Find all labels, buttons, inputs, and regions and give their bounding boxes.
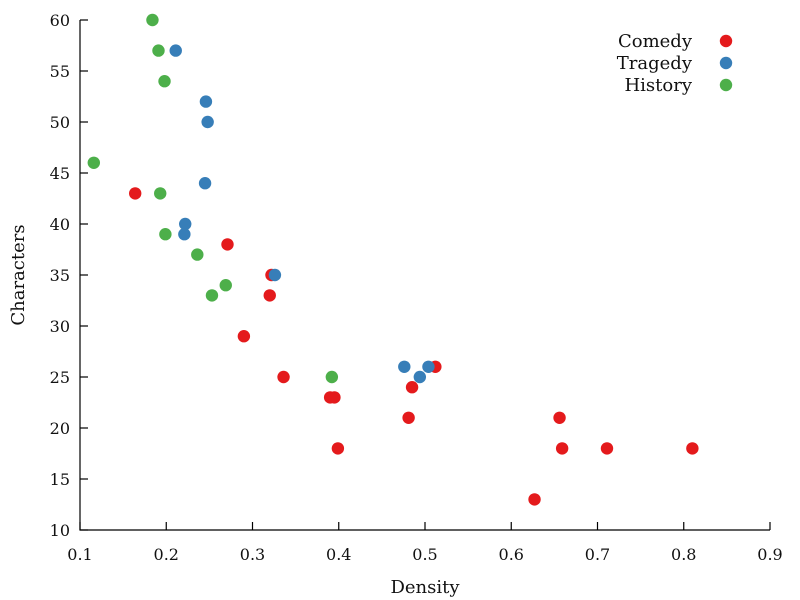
comedy-point [263, 289, 276, 302]
history-point [146, 13, 159, 27]
comedy-point [331, 442, 345, 455]
comedy-point [555, 442, 569, 455]
comedy-point [600, 442, 614, 455]
tragedy-point [268, 268, 282, 282]
comedy-point [686, 442, 699, 455]
x-tick-label: 0.9 [757, 545, 782, 564]
tragedy-point [201, 115, 214, 129]
y-tick-label: 40 [50, 215, 70, 234]
x-tick-label: 0.6 [499, 545, 524, 564]
x-tick-label: 0.3 [240, 545, 265, 564]
comedy-point [277, 370, 290, 384]
axes [79, 20, 770, 531]
history-point [159, 228, 172, 241]
y-tick-label: 20 [50, 419, 70, 438]
y-tick-label: 10 [50, 521, 70, 540]
y-tick-label: 60 [50, 11, 70, 30]
comedy-point [237, 330, 251, 343]
history-point [158, 75, 171, 88]
comedy-point [221, 238, 234, 251]
tragedy-point [199, 95, 213, 108]
legend-label-tragedy: Tragedy [617, 53, 693, 74]
comedy-point [328, 391, 341, 404]
tragedy-point [169, 44, 182, 57]
tragedy-point [422, 360, 435, 373]
comedy-point [405, 381, 419, 394]
tragedy-point [179, 217, 192, 231]
x-ticks: 0.1 0.2 0.3 0.4 0.5 0.6 0.7 0.8 0.9 [67, 522, 783, 564]
y-tick-label: 35 [50, 266, 70, 285]
history-point [87, 156, 101, 169]
history-point [154, 187, 167, 200]
y-tick-label: 45 [50, 164, 70, 183]
tragedy-point [413, 370, 427, 384]
legend-label-comedy: Comedy [618, 31, 693, 52]
legend-marker-tragedy [719, 56, 733, 70]
legend-label-history: History [624, 75, 692, 96]
x-tick-label: 0.5 [412, 545, 437, 564]
comedy-point [402, 411, 415, 424]
x-tick-label: 0.8 [671, 545, 696, 564]
y-tick-label: 15 [50, 470, 70, 489]
x-tick-label: 0.7 [585, 545, 610, 564]
axis-frame [79, 20, 770, 531]
comedy-point [129, 187, 142, 200]
history-point [205, 289, 219, 302]
y-tick-label: 55 [50, 62, 70, 81]
tragedy-point [178, 228, 191, 241]
x-tick-label: 0.4 [326, 545, 351, 564]
legend-marker-comedy [719, 34, 733, 48]
data-points [87, 13, 699, 506]
y-tick-label: 25 [50, 368, 70, 387]
comedy-point [528, 493, 541, 506]
history-point [325, 370, 339, 384]
history-point [152, 44, 165, 57]
tragedy-point [398, 360, 411, 373]
x-tick-label: 0.2 [154, 545, 179, 564]
history-point [219, 279, 232, 292]
legend-marker-history [719, 78, 733, 92]
comedy-point [553, 411, 566, 424]
x-tick-label: 0.1 [67, 545, 92, 564]
y-axis-label: Characters [8, 224, 29, 325]
x-axis-label: Density [390, 577, 460, 598]
y-tick-label: 30 [50, 317, 70, 336]
history-point [191, 248, 204, 261]
y-ticks: 10 15 20 25 30 35 40 45 50 55 60 [50, 11, 88, 540]
tragedy-point [198, 177, 212, 190]
y-tick-label: 50 [50, 113, 70, 132]
